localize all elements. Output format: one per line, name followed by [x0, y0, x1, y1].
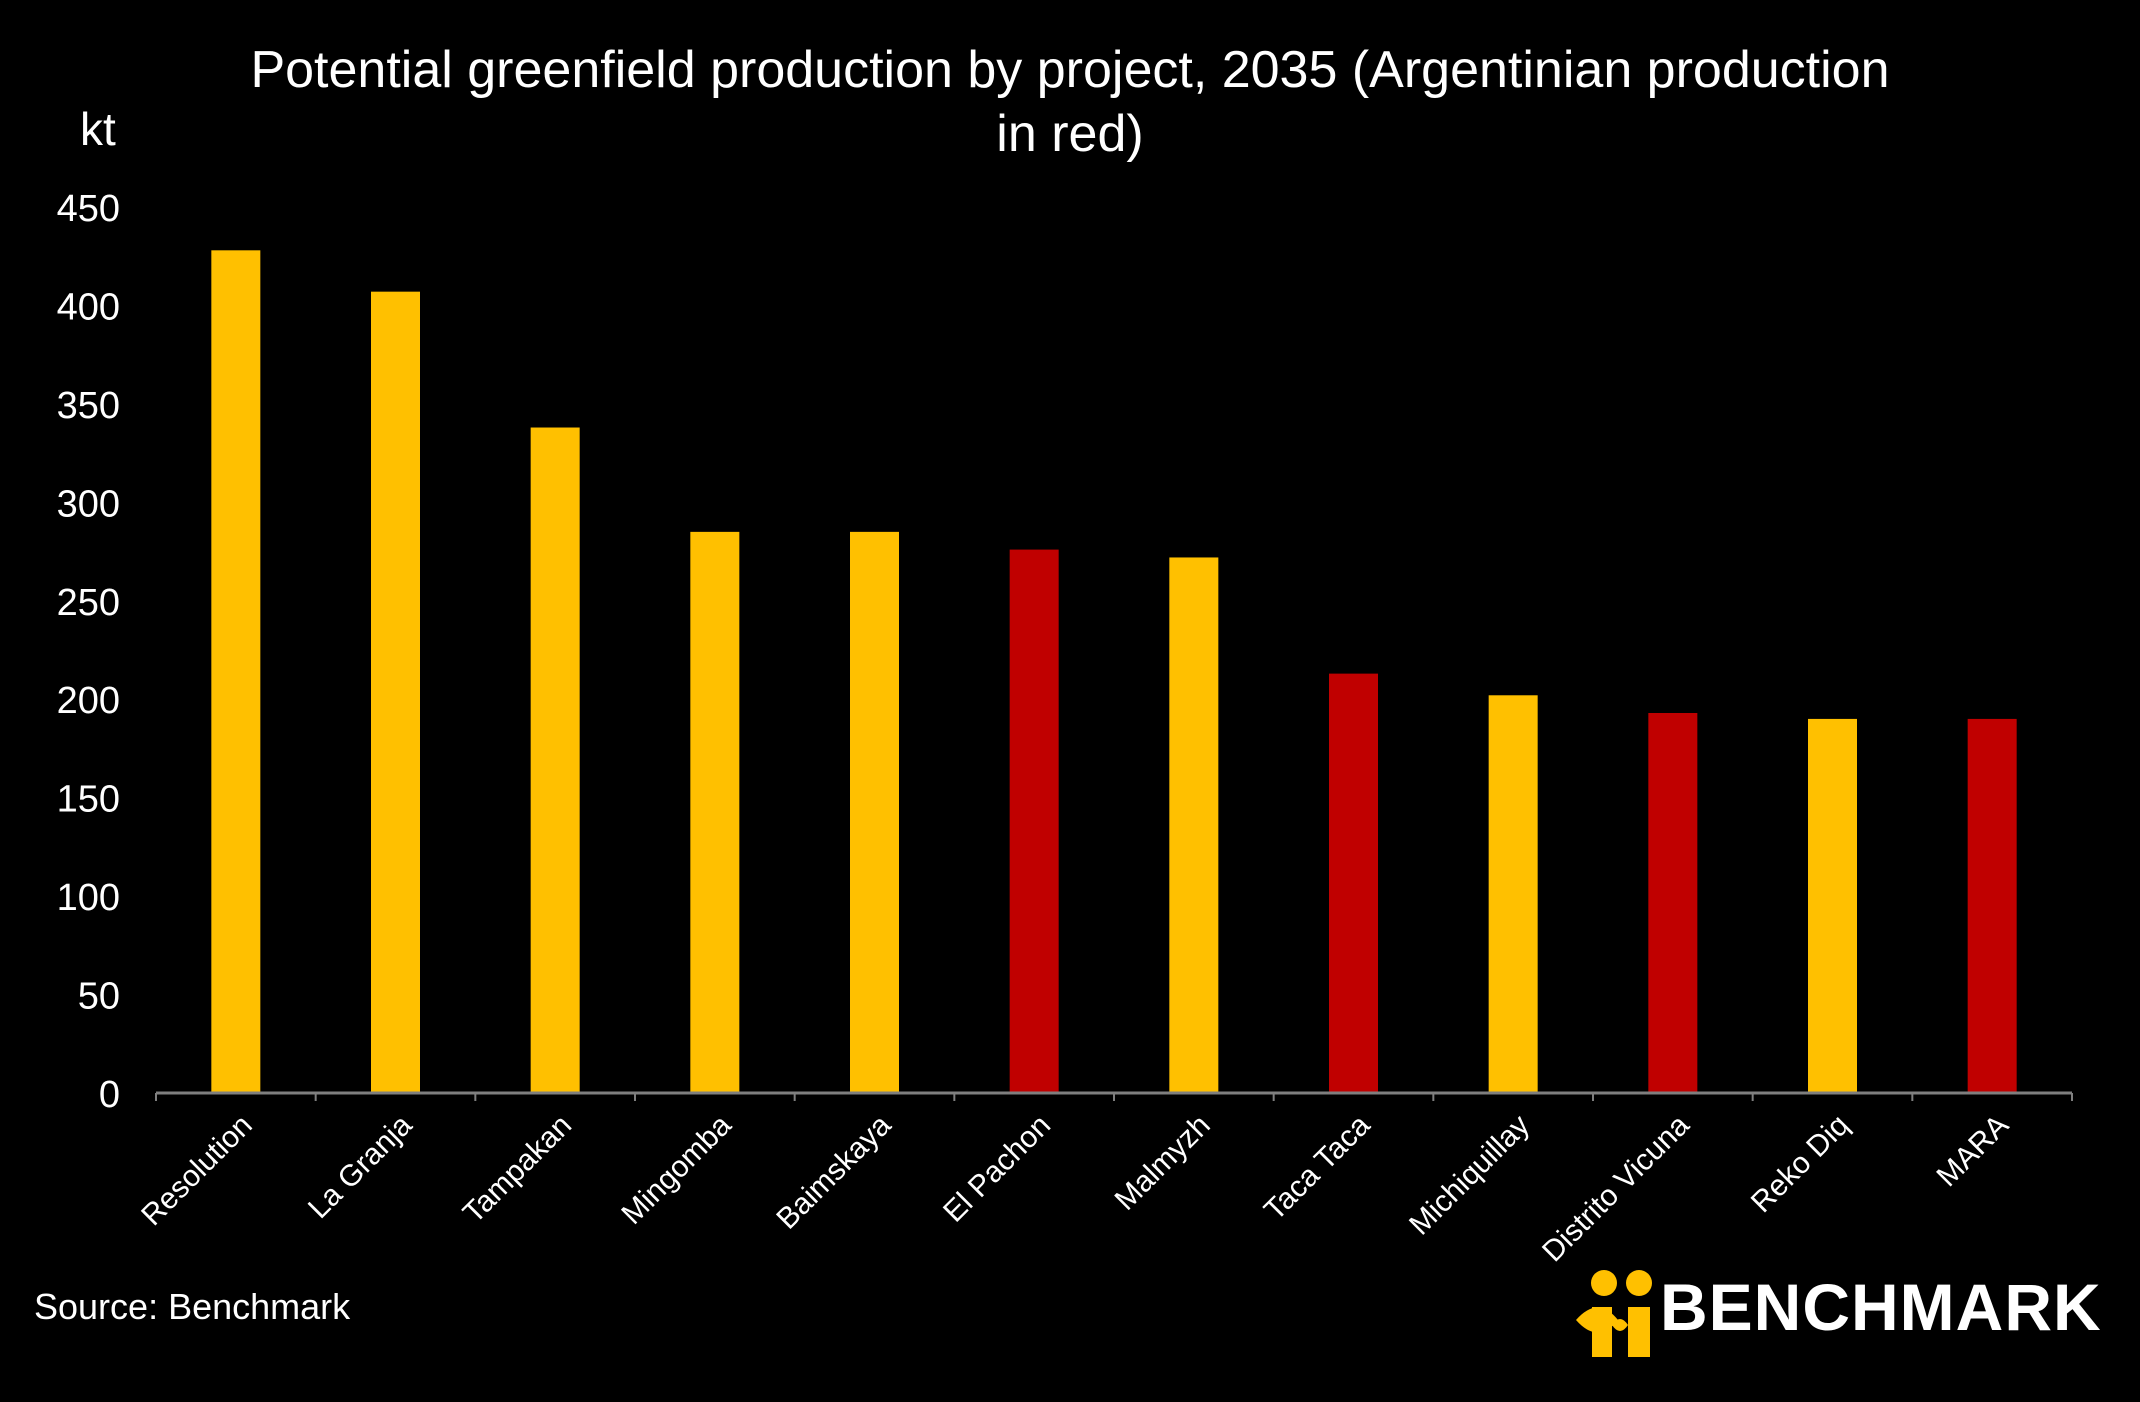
x-category-label: Taca Taca — [1258, 1108, 1377, 1227]
bar-resolution — [211, 250, 261, 1093]
x-category-label: El Pachon — [937, 1109, 1057, 1229]
chart-title: Potential greenfield production by proje… — [250, 41, 1890, 163]
benchmark-logo-text: BENCHMARK — [1660, 1270, 2102, 1344]
y-axis-ticks: 0 50 100 150 200 250 300 350 400 450 — [57, 188, 120, 1116]
x-axis-labels: Resolution La Granja Tampakan Mingomba Baims… — [135, 1108, 2015, 1268]
source-note: Source: Benchmark — [34, 1286, 351, 1327]
bar-la-granja — [371, 291, 420, 1093]
bar-taca-taca — [1329, 673, 1378, 1093]
x-category-label: MARA — [1930, 1109, 2015, 1194]
y-axis-unit-label: kt — [80, 103, 116, 155]
bar-malmyzh — [1169, 557, 1219, 1093]
y-tick-label: 400 — [57, 286, 120, 328]
benchmark-logo-icon — [1576, 1270, 1652, 1357]
y-tick-label: 350 — [57, 385, 120, 427]
y-tick-label: 50 — [78, 976, 120, 1018]
x-category-label: Tampakan — [457, 1109, 578, 1230]
bar-distrito-vicuna — [1648, 713, 1698, 1093]
bar-reko-diq — [1808, 718, 1857, 1093]
bars-group — [155, 250, 2073, 1101]
y-tick-label: 200 — [57, 680, 120, 722]
bar-tampakan — [530, 427, 580, 1093]
x-category-label: Distrito Vicuna — [1536, 1108, 1696, 1268]
y-tick-label: 100 — [57, 877, 120, 919]
x-category-label: La Granja — [302, 1108, 419, 1225]
x-category-label: Michiquillay — [1403, 1109, 1536, 1242]
y-tick-label: 150 — [57, 779, 120, 821]
x-category-label: Resolution — [135, 1109, 259, 1233]
x-category-label: Malmyzh — [1109, 1109, 1217, 1217]
bar-michiquillay — [1488, 695, 1538, 1093]
x-category-label: Baimskaya — [770, 1108, 897, 1235]
bar-baimskaya — [850, 531, 899, 1093]
y-tick-label: 300 — [57, 483, 120, 525]
y-tick-label: 0 — [99, 1074, 120, 1116]
bar-mara — [1967, 718, 2017, 1093]
bar-el-pachon — [1009, 549, 1059, 1093]
y-tick-label: 250 — [57, 582, 120, 624]
x-category-label: Reko Diq — [1745, 1109, 1856, 1220]
y-tick-label: 450 — [57, 188, 120, 230]
benchmark-logo: BENCHMARK — [1568, 1265, 2101, 1365]
bar-mingomba — [690, 531, 740, 1093]
x-category-label: Mingomba — [615, 1108, 738, 1231]
